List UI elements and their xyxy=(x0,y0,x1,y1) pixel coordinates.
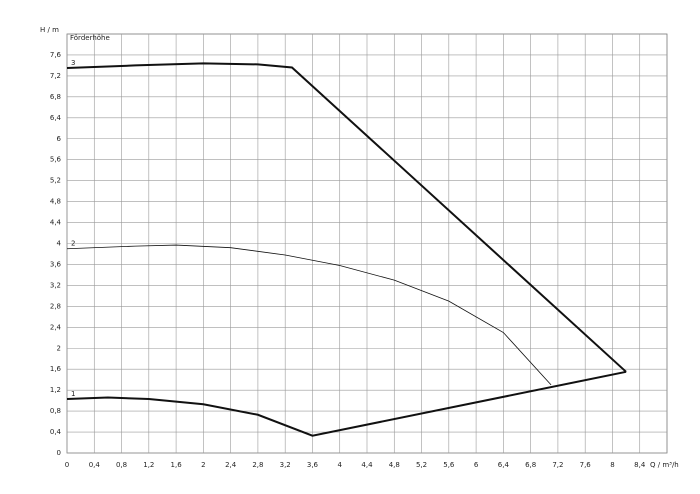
y-tick-label: 7,2 xyxy=(50,72,61,80)
y-tick-label: 5,6 xyxy=(50,156,62,164)
x-tick-label: 1,2 xyxy=(143,461,154,469)
y-axis-title: Förderhöhe xyxy=(70,34,110,42)
series-line xyxy=(66,370,627,437)
x-tick-label: 6,4 xyxy=(498,461,510,469)
x-tick-label: 4,4 xyxy=(361,461,373,469)
y-tick-label: 4,8 xyxy=(50,198,61,206)
series-name: 1 xyxy=(71,390,75,398)
x-tick-label: 0 xyxy=(65,461,69,469)
x-tick-label: 1,6 xyxy=(171,461,183,469)
y-tick-label: 2,4 xyxy=(50,323,62,331)
x-tick-label: 7,6 xyxy=(580,461,592,469)
y-tick-label: 6 xyxy=(57,135,62,143)
x-axis-label: Q / m³/h xyxy=(650,461,679,469)
y-tick-label: 0 xyxy=(57,449,61,457)
y-tick-label: 3,2 xyxy=(50,281,61,289)
y-tick-label: 3,6 xyxy=(50,260,62,268)
x-tick-label: 0,4 xyxy=(89,461,101,469)
x-tick-label: 8,4 xyxy=(634,461,646,469)
x-tick-label: 5,6 xyxy=(443,461,455,469)
x-tick-label: 0,8 xyxy=(116,461,127,469)
y-tick-label: 1,2 xyxy=(50,386,61,394)
y-tick-label: 4 xyxy=(57,240,62,248)
x-tick-label: 3,2 xyxy=(280,461,291,469)
y-tick-label: 2 xyxy=(57,344,61,352)
x-tick-label: 4 xyxy=(337,461,342,469)
x-tick-label: 8 xyxy=(610,461,614,469)
x-tick-label: 7,2 xyxy=(552,461,563,469)
y-tick-label: 0,8 xyxy=(50,407,61,415)
y-tick-label: 2,8 xyxy=(50,302,61,310)
y-tick-label: 7,6 xyxy=(50,51,62,59)
y-axis-label: H / m xyxy=(40,26,59,34)
x-tick-label: 2,4 xyxy=(225,461,237,469)
x-tick-label: 6 xyxy=(474,461,479,469)
y-tick-label: 5,2 xyxy=(50,177,61,185)
y-tick-label: 0,4 xyxy=(50,428,62,436)
series-line xyxy=(66,244,552,386)
series-name: 2 xyxy=(71,240,75,248)
x-tick-label: 3,6 xyxy=(307,461,319,469)
x-tick-label: 2,8 xyxy=(252,461,263,469)
series-line xyxy=(66,62,627,373)
x-tick-label: 4,8 xyxy=(389,461,400,469)
x-tick-label: 5,2 xyxy=(416,461,427,469)
x-tick-label: 2 xyxy=(201,461,205,469)
y-tick-label: 6,4 xyxy=(50,114,62,122)
x-tick-label: 6,8 xyxy=(525,461,536,469)
y-tick-label: 4,4 xyxy=(50,219,62,227)
y-tick-label: 6,8 xyxy=(50,93,61,101)
series-name: 3 xyxy=(71,59,75,67)
y-tick-label: 1,6 xyxy=(50,365,62,373)
